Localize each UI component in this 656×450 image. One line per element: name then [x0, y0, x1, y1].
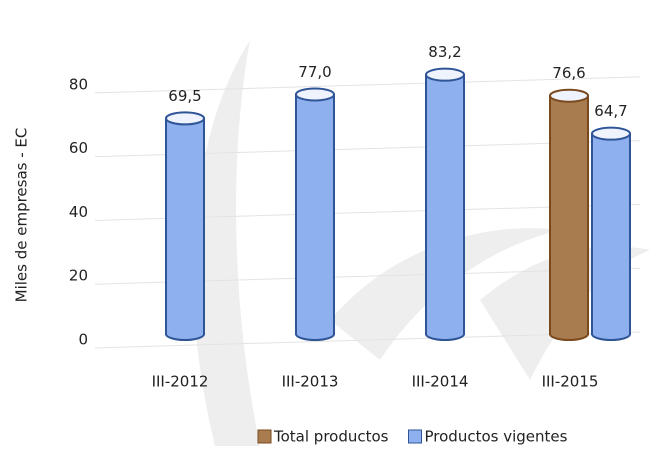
y-tick-label: 60 — [69, 139, 88, 157]
bar-top — [425, 67, 465, 82]
legend-label: Total productos — [273, 428, 389, 446]
bar-top — [591, 126, 631, 141]
legend-swatch — [408, 429, 422, 444]
y-tick-label: 20 — [69, 267, 88, 285]
bar-body-cover — [297, 94, 333, 334]
legend-label: Productos vigentes — [425, 428, 568, 446]
bar-top — [295, 87, 335, 102]
bar-top — [549, 88, 589, 103]
bar-body-cover — [593, 133, 629, 334]
x-tick-label: III-2012 — [152, 373, 209, 391]
grid-line — [94, 76, 641, 94]
value-label: 69,5 — [168, 87, 201, 105]
value-label: 76,6 — [552, 64, 585, 82]
y-tick-label: 40 — [69, 203, 88, 221]
value-label: 64,7 — [594, 102, 627, 120]
x-tick-label: III-2014 — [412, 373, 469, 391]
bar-top — [165, 111, 205, 126]
x-tick-label: III-2015 — [542, 373, 599, 391]
value-label: 77,0 — [298, 63, 331, 81]
value-label: 83,2 — [428, 43, 461, 61]
y-tick-label: 0 — [78, 331, 88, 349]
y-tick-label: 80 — [69, 75, 88, 93]
x-tick-label: III-2013 — [282, 373, 339, 391]
legend-swatch — [257, 429, 272, 444]
y-axis-label: Miles de empresas - EC — [13, 128, 31, 303]
bar-body-cover — [551, 95, 587, 334]
bar-body-cover — [167, 118, 203, 334]
bar-body-cover — [427, 74, 463, 334]
